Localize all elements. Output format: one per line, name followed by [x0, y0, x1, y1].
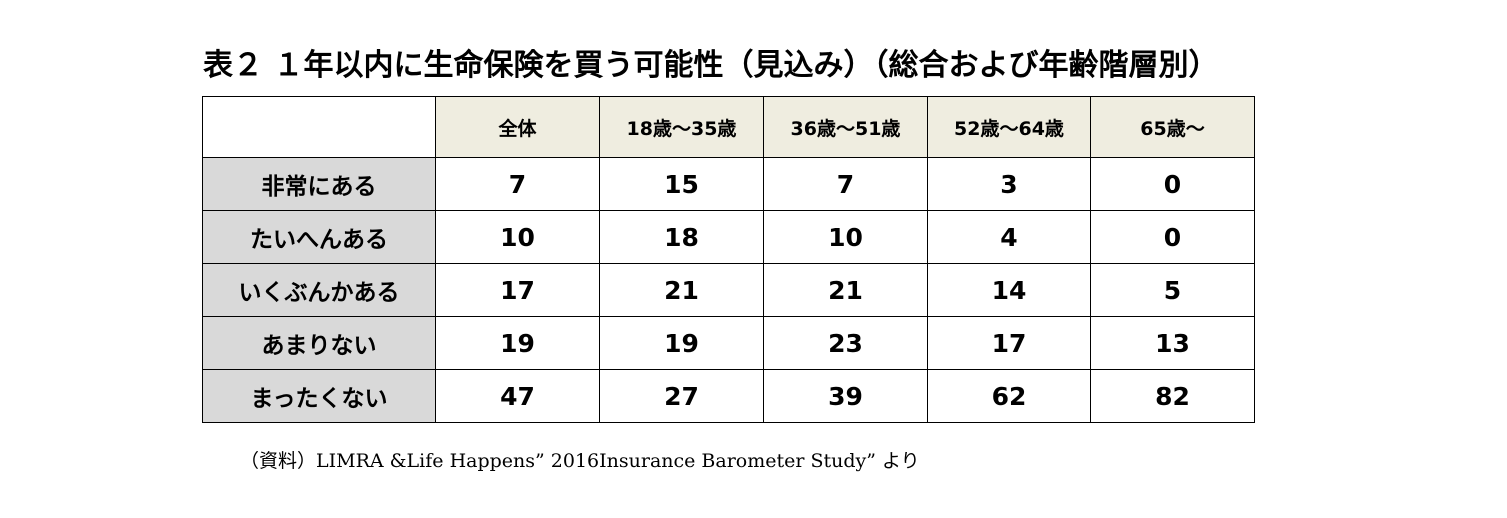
row-label: たいへんある	[202, 210, 436, 264]
table-cell: 0	[1090, 157, 1255, 211]
table-row: 非常にある 7 15 7 3 0	[202, 157, 1255, 211]
corner-cell	[202, 96, 436, 158]
table-row: たいへんある 10 18 10 4 0	[202, 210, 1255, 264]
table-cell: 17	[435, 263, 600, 317]
column-header: 36歳〜51歳	[763, 96, 928, 158]
column-header: 65歳〜	[1090, 96, 1255, 158]
table-cell: 14	[927, 263, 1091, 317]
column-header: 52歳〜64歳	[927, 96, 1091, 158]
table-cell: 23	[763, 316, 928, 370]
table-cell: 10	[763, 210, 928, 264]
table-cell: 18	[599, 210, 764, 264]
header-row: 全体 18歳〜35歳 36歳〜51歳 52歳〜64歳 65歳〜	[202, 96, 1255, 158]
table-row: あまりない 19 19 23 17 13	[202, 316, 1255, 370]
table-cell: 10	[435, 210, 600, 264]
table-cell: 21	[763, 263, 928, 317]
column-header: 全体	[435, 96, 600, 158]
table-cell: 3	[927, 157, 1091, 211]
table-row: まったくない 47 27 39 62 82	[202, 369, 1255, 423]
row-label: まったくない	[202, 369, 436, 423]
source-note: （資料）LIMRA &Life Happens” 2016Insurance B…	[240, 450, 920, 472]
table-cell: 62	[927, 369, 1091, 423]
table-cell: 47	[435, 369, 600, 423]
row-label: あまりない	[202, 316, 436, 370]
table-cell: 13	[1090, 316, 1255, 370]
table-title: 表２ １年以内に生命保険を買う可能性（見込み）（総合および年齢階層別）	[203, 48, 1219, 83]
table-cell: 17	[927, 316, 1091, 370]
survey-table: 全体 18歳〜35歳 36歳〜51歳 52歳〜64歳 65歳〜 非常にある 7 …	[202, 96, 1255, 423]
table-cell: 27	[599, 369, 764, 423]
table-cell: 0	[1090, 210, 1255, 264]
table-cell: 15	[599, 157, 764, 211]
row-label: いくぶんかある	[202, 263, 436, 317]
table-cell: 19	[435, 316, 600, 370]
table-cell: 19	[599, 316, 764, 370]
table-cell: 7	[435, 157, 600, 211]
table-cell: 7	[763, 157, 928, 211]
table-cell: 39	[763, 369, 928, 423]
table-cell: 4	[927, 210, 1091, 264]
table-cell: 5	[1090, 263, 1255, 317]
table-cell: 82	[1090, 369, 1255, 423]
row-label: 非常にある	[202, 157, 436, 211]
table-cell: 21	[599, 263, 764, 317]
column-header: 18歳〜35歳	[599, 96, 764, 158]
table-row: いくぶんかある 17 21 21 14 5	[202, 263, 1255, 317]
